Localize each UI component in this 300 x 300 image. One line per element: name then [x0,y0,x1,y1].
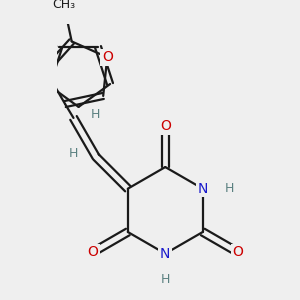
Text: H: H [91,108,100,121]
Text: O: O [232,245,244,260]
Text: N: N [160,247,170,261]
Text: H: H [69,147,79,160]
Text: CH₃: CH₃ [52,0,76,11]
Text: H: H [225,182,235,195]
Text: H: H [160,273,170,286]
Text: O: O [102,50,113,64]
Text: N: N [198,182,208,196]
Text: O: O [160,119,171,133]
Text: O: O [87,245,98,260]
